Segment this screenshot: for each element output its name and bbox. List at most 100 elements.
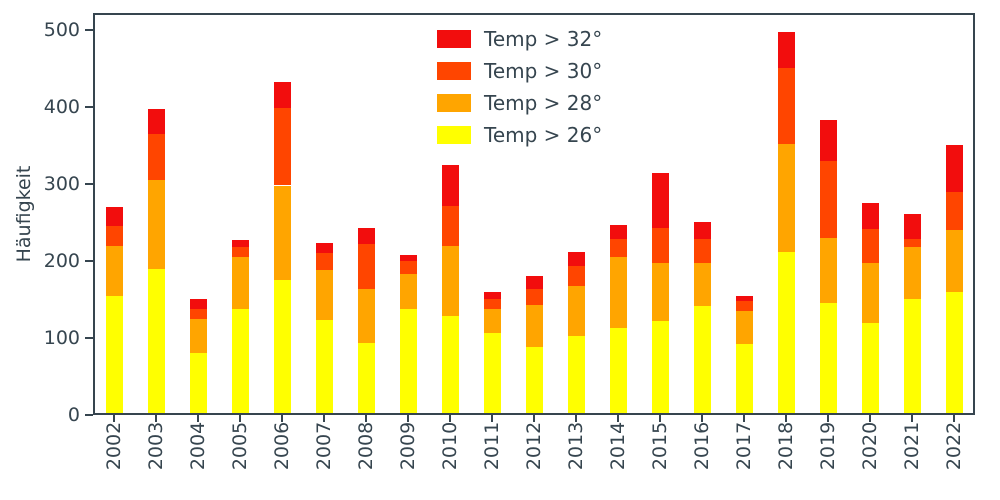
bar-segment <box>861 263 879 323</box>
bar-segment <box>861 203 879 229</box>
bar-segment <box>903 247 921 300</box>
legend-swatch <box>437 62 471 80</box>
bar-segment <box>315 253 333 271</box>
bar-segment <box>525 289 543 305</box>
bar-segment <box>693 239 711 264</box>
bar-segment <box>231 247 249 258</box>
y-tick-mark <box>85 105 93 108</box>
bar-segment <box>399 260 417 275</box>
bar-segment <box>357 244 375 290</box>
bar-segment <box>903 214 921 240</box>
bar-segment <box>609 224 627 240</box>
y-tick-label: 500 <box>43 18 80 41</box>
bar-segment <box>105 226 123 246</box>
legend-swatch <box>437 30 471 48</box>
legend-swatch <box>437 94 471 112</box>
bar-segment <box>273 280 291 415</box>
x-tick-label: 2002 <box>103 421 125 471</box>
bar-segment <box>735 301 753 312</box>
x-tick-mark <box>617 415 619 422</box>
bar-segment <box>189 308 207 319</box>
legend-label: Temp > 28° <box>484 91 603 115</box>
x-tick-mark <box>743 415 745 422</box>
bar-segment <box>819 303 837 415</box>
y-tick-label: 0 <box>67 404 80 426</box>
bar-segment <box>399 274 417 310</box>
bar-segment <box>483 291 501 300</box>
bar-segment <box>777 251 795 415</box>
bar-segment <box>903 239 921 248</box>
y-tick-label: 100 <box>43 326 80 349</box>
bar-segment <box>441 245 459 317</box>
x-tick-label: 2010 <box>439 421 461 471</box>
bar-segment <box>945 230 963 292</box>
bar-segment <box>231 240 249 248</box>
legend-label: Temp > 30° <box>484 59 603 83</box>
bar-segment <box>777 32 795 69</box>
legend-entry: Temp > 30° <box>437 59 602 83</box>
bar-segment <box>735 311 753 345</box>
bar-segment <box>567 266 585 286</box>
bar-segment <box>777 143 795 252</box>
y-tick-mark <box>85 336 93 339</box>
x-tick-label: 2014 <box>607 421 629 471</box>
x-tick-label: 2015 <box>649 421 671 471</box>
bar-segment <box>273 82 291 109</box>
x-tick-label: 2009 <box>397 421 419 471</box>
bar-segment <box>483 332 501 415</box>
x-tick-mark <box>407 415 409 422</box>
bar-segment <box>357 289 375 344</box>
bar-segment <box>147 268 165 415</box>
x-tick-mark <box>869 415 871 422</box>
x-tick-label: 2020 <box>859 421 881 471</box>
bar-segment <box>693 221 711 240</box>
bar-segment <box>819 237 837 304</box>
bar-segment <box>441 205 459 246</box>
bar-segment <box>231 308 249 415</box>
x-tick-label: 2004 <box>187 421 209 471</box>
bar-segment <box>231 257 249 309</box>
bar-segment <box>567 285 585 336</box>
x-tick-label: 2008 <box>355 421 377 471</box>
bar-segment <box>315 243 333 254</box>
bar-segment <box>147 109 165 134</box>
x-tick-mark <box>491 415 493 422</box>
x-tick-mark <box>911 415 913 422</box>
y-tick-label: 400 <box>43 95 80 118</box>
bar-segment <box>357 343 375 415</box>
y-tick-label: 300 <box>43 172 80 195</box>
x-tick-label: 2022 <box>943 421 965 471</box>
y-tick-mark <box>85 259 93 262</box>
bar-segment <box>273 108 291 186</box>
bar-segment <box>903 299 921 415</box>
x-tick-mark <box>533 415 535 422</box>
x-tick-label: 2007 <box>313 421 335 471</box>
x-tick-mark <box>659 415 661 422</box>
bar-segment <box>651 262 669 322</box>
bar-segment <box>945 291 963 415</box>
x-tick-mark <box>953 415 955 422</box>
bar-segment <box>441 316 459 415</box>
bar-segment <box>777 68 795 144</box>
bar-segment <box>189 353 207 415</box>
legend-label: Temp > 32° <box>484 27 603 51</box>
legend: Temp > 32° Temp > 30° Temp > 28° Temp > 26° <box>437 27 602 147</box>
bar-segment <box>693 263 711 306</box>
x-tick-mark <box>365 415 367 422</box>
bar-segment <box>819 120 837 161</box>
x-tick-label: 2021 <box>901 421 923 471</box>
bar-segment <box>273 185 291 281</box>
legend-entry: Temp > 32° <box>437 27 602 51</box>
x-tick-mark <box>827 415 829 422</box>
y-tick-label: 200 <box>43 249 80 272</box>
bar-segment <box>945 191 963 231</box>
x-tick-label: 2016 <box>691 421 713 471</box>
x-tick-label: 2019 <box>817 421 839 471</box>
legend-entry: Temp > 26° <box>437 123 602 147</box>
bar-segment <box>525 347 543 415</box>
x-tick-mark <box>281 415 283 422</box>
bar-segment <box>315 270 333 321</box>
bar-segment <box>651 173 669 228</box>
bar-segment <box>735 344 753 415</box>
